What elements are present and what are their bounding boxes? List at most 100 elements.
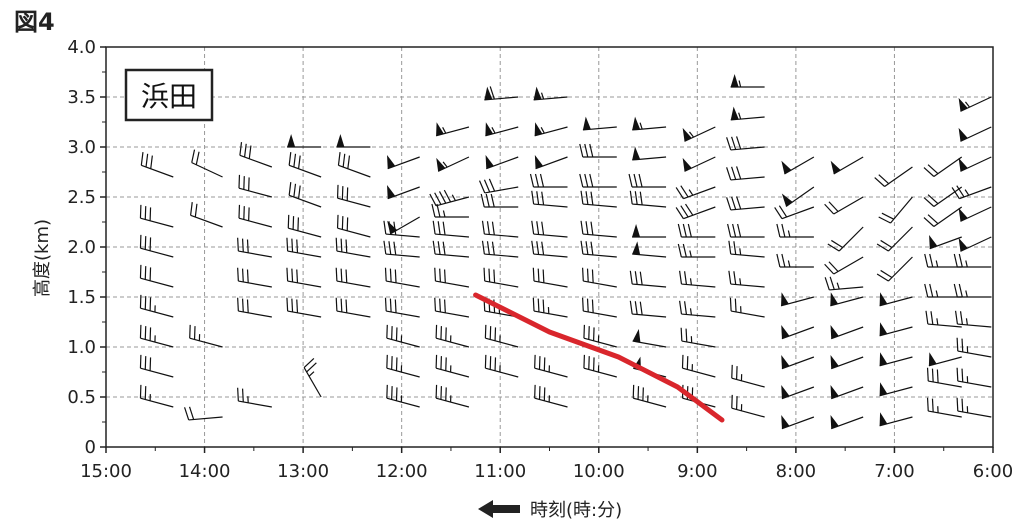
barb-shaft [188, 416, 223, 421]
barb-feather [733, 271, 737, 285]
barb-half-feather [689, 278, 693, 285]
barb-feather [682, 223, 687, 238]
barb-feather [586, 268, 589, 282]
barb-feather [585, 221, 589, 235]
wind-barb [139, 324, 174, 348]
barb-pennant [485, 122, 494, 136]
wind-barb [288, 152, 322, 178]
barb-feather [541, 241, 545, 255]
barb-feather [384, 267, 387, 282]
wind-barb [189, 324, 223, 348]
wind-barb [923, 186, 963, 207]
barb-shaft [386, 367, 420, 378]
barb-pennant [632, 116, 641, 130]
barb-shaft [681, 283, 716, 288]
barb-shaft [781, 326, 815, 340]
wind-barb [336, 134, 371, 148]
barb-feather [931, 368, 934, 382]
barb-pennant [879, 322, 888, 336]
barb-feather [881, 212, 895, 220]
y-tick-label: 1.5 [67, 287, 96, 308]
barb-feather [486, 241, 490, 255]
barb-pennant [958, 127, 968, 142]
y-tick-label: 2.0 [67, 237, 96, 258]
wind-barb [628, 173, 667, 188]
wind-barb [675, 203, 716, 220]
wind-barb [682, 156, 716, 172]
barb-feather [241, 238, 244, 252]
barb-pennant [781, 385, 790, 399]
barb-feather [629, 190, 633, 205]
wind-barb [958, 96, 992, 112]
barb-feather [342, 153, 346, 168]
x-tick-label: 10:00 [573, 461, 625, 482]
barb-pennant [682, 127, 692, 142]
barb-feather [345, 239, 348, 253]
barb-feather [183, 407, 190, 421]
barb-feather [781, 253, 786, 268]
barb-shaft [681, 313, 716, 318]
barb-feather [961, 368, 964, 382]
x-tick-label: 15:00 [80, 461, 132, 482]
barb-feather [675, 207, 684, 219]
wind-barb [925, 310, 962, 328]
barb-feather [778, 205, 788, 218]
barb-feather [929, 253, 934, 268]
barb-feather [579, 173, 584, 188]
wind-barb [726, 166, 765, 181]
wind-barb [386, 384, 420, 408]
wind-barb [580, 240, 617, 258]
barb-shaft [238, 187, 272, 198]
barb-feather [591, 299, 594, 313]
barb-feather [432, 220, 436, 235]
wind-barb [434, 267, 470, 288]
y-tick-label: 4.0 [67, 37, 96, 58]
wind-barb [384, 297, 420, 318]
wind-barb [533, 86, 568, 101]
barb-feather [237, 387, 239, 402]
barb-feather [831, 239, 843, 249]
barb-feather [140, 152, 144, 166]
barb-feather [241, 268, 244, 282]
wind-barb [680, 327, 716, 348]
barb-feather [335, 237, 338, 252]
y-tick-label: 3.0 [67, 137, 96, 158]
barb-feather [347, 155, 351, 169]
wind-barb [435, 324, 470, 348]
wind-barb [780, 292, 815, 307]
barb-pennant [958, 97, 968, 112]
barb-shaft [484, 233, 519, 238]
barb-feather [489, 86, 495, 100]
barb-half-feather [936, 318, 939, 325]
barb-pennant [632, 224, 641, 237]
barb-feather [733, 241, 737, 255]
barb-feather [335, 297, 338, 312]
wind-barb [953, 283, 992, 298]
wind-barb [386, 354, 420, 378]
y-tick-label: 0.5 [67, 387, 96, 408]
y-tick-label: 3.5 [67, 87, 96, 108]
barb-feather [923, 197, 935, 207]
barb-feather [493, 269, 496, 283]
barb-feather [682, 243, 687, 258]
wind-barb [288, 182, 322, 208]
wind-barb [237, 237, 272, 258]
barb-shaft [632, 283, 667, 288]
barb-pennant [781, 415, 790, 429]
barb-feather [291, 268, 294, 282]
wind-barb [629, 270, 667, 288]
wind-barb [830, 325, 864, 340]
barb-feather [340, 238, 343, 252]
barb-half-feather [738, 80, 742, 88]
wind-barb [958, 126, 992, 142]
barb-shaft [684, 156, 716, 172]
barb-pennant [929, 235, 938, 249]
grid [105, 46, 994, 448]
barb-feather [438, 191, 447, 204]
barb-feather [591, 269, 594, 283]
wind-barb [139, 234, 174, 258]
barb-shaft [303, 367, 322, 398]
barb-pennant [781, 355, 790, 369]
wind-barb [139, 204, 174, 228]
barb-pennant [387, 220, 398, 234]
